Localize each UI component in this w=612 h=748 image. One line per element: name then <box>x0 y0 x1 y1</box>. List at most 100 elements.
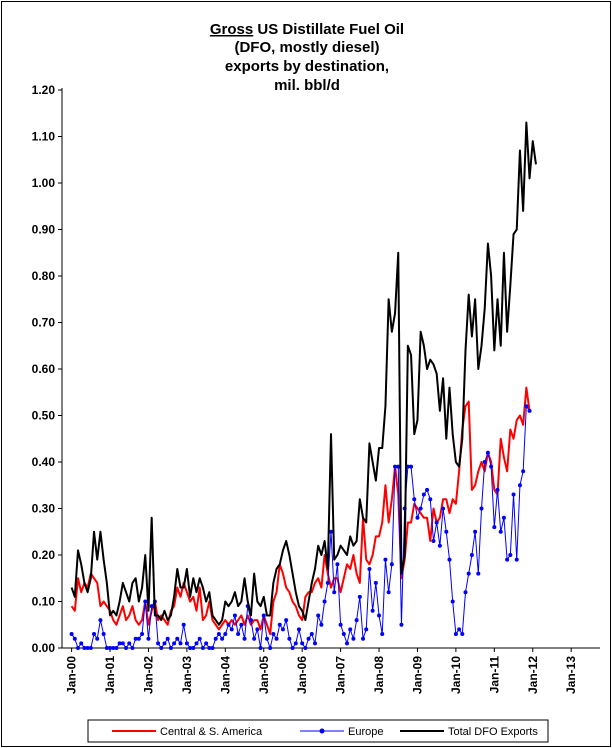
data-point <box>69 632 74 637</box>
data-point <box>492 525 497 530</box>
data-point <box>242 636 247 641</box>
x-tick-label: Jan-08 <box>372 656 386 694</box>
title-line: exports by destination, <box>225 58 389 75</box>
data-point <box>204 641 209 646</box>
data-point <box>95 636 100 641</box>
data-point <box>191 646 196 650</box>
data-point <box>79 641 84 646</box>
data-point <box>284 618 289 623</box>
data-point <box>300 641 305 646</box>
data-point <box>181 622 186 627</box>
data-point <box>114 646 119 650</box>
legend-marker <box>319 728 325 734</box>
data-point <box>76 646 81 650</box>
data-point <box>239 622 244 627</box>
data-point <box>258 646 263 650</box>
data-point <box>511 492 516 497</box>
data-point <box>415 515 420 520</box>
data-point <box>92 632 97 637</box>
x-tick-label: Jan-03 <box>180 656 194 694</box>
x-tick-label: Jan-01 <box>103 656 117 694</box>
data-point <box>108 646 113 650</box>
y-tick-label: 0.70 <box>32 316 56 330</box>
x-tick-label: Jan-11 <box>487 656 501 694</box>
y-tick-label: 0.40 <box>32 455 56 469</box>
data-point <box>274 636 279 641</box>
data-point <box>162 641 167 646</box>
data-point <box>82 646 87 650</box>
data-point <box>200 646 205 650</box>
data-point <box>120 641 125 646</box>
data-point <box>223 632 228 637</box>
data-point <box>210 646 215 650</box>
chart-title: Gross US Distillate Fuel Oil <box>210 21 404 38</box>
data-point <box>514 557 519 562</box>
data-point <box>380 632 385 637</box>
data-point <box>338 622 343 627</box>
data-point <box>370 608 375 613</box>
data-point <box>280 627 285 632</box>
data-point <box>418 506 423 511</box>
data-point <box>335 562 340 567</box>
data-point <box>229 627 234 632</box>
x-tick-label: Jan-09 <box>410 656 424 694</box>
data-point <box>332 590 337 595</box>
data-point <box>482 460 487 464</box>
data-point <box>236 632 241 637</box>
data-point <box>437 543 442 548</box>
data-point <box>146 636 151 641</box>
data-point <box>268 646 273 650</box>
data-point <box>194 641 199 646</box>
legend-label: Europe <box>348 726 383 738</box>
data-point <box>277 622 282 627</box>
data-point <box>261 613 266 618</box>
data-point <box>207 646 212 650</box>
data-point <box>450 599 455 604</box>
data-point <box>463 590 468 595</box>
data-point <box>428 497 433 502</box>
data-point <box>101 632 106 637</box>
data-point <box>524 404 529 409</box>
data-point <box>136 636 141 641</box>
data-point <box>197 636 202 641</box>
x-tick-label: Jan-06 <box>295 656 309 694</box>
data-point <box>354 618 359 623</box>
data-point <box>351 636 356 641</box>
data-point <box>453 632 458 637</box>
data-point <box>447 557 452 562</box>
data-point <box>296 627 301 632</box>
data-point <box>322 599 327 604</box>
data-point <box>72 636 77 641</box>
data-point <box>329 529 333 534</box>
data-point <box>386 590 391 595</box>
data-point <box>213 636 218 641</box>
data-point <box>104 646 109 650</box>
data-point <box>303 646 308 650</box>
data-point <box>373 580 378 585</box>
y-tick-label: 0.90 <box>32 223 56 237</box>
legend-label: Central & S. America <box>160 726 263 738</box>
x-tick-label: Jan-00 <box>65 656 79 694</box>
data-point <box>485 450 490 455</box>
data-point <box>287 636 292 641</box>
data-point <box>98 618 103 623</box>
title-line: (DFO, mostly diesel) <box>234 39 379 56</box>
data-point <box>255 627 260 632</box>
data-point <box>345 641 350 646</box>
data-point <box>159 646 164 650</box>
y-tick-label: 0.20 <box>32 548 56 562</box>
x-tick-label: Jan-02 <box>141 656 155 694</box>
data-point <box>124 646 129 650</box>
data-point <box>431 539 436 544</box>
data-point <box>421 492 426 497</box>
data-point <box>444 529 449 534</box>
data-point <box>457 627 462 632</box>
data-point <box>505 557 510 562</box>
data-point <box>117 641 122 646</box>
data-point <box>316 613 321 618</box>
data-point <box>184 641 189 646</box>
data-point <box>252 636 257 641</box>
y-tick-label: 0.30 <box>32 502 56 516</box>
